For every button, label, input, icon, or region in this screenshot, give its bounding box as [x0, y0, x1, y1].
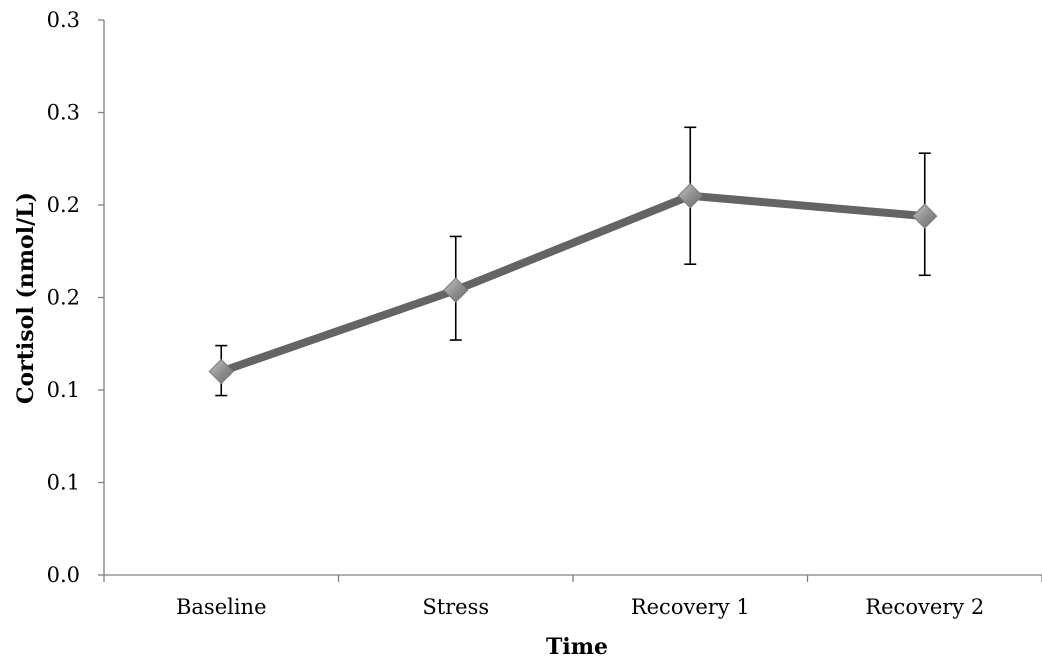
data-point-marker	[677, 183, 703, 209]
y-tick-label: 0.2	[47, 286, 80, 310]
y-tick-label: 0.2	[47, 193, 80, 217]
series-layer	[208, 126, 938, 397]
y-axis: 0.0 0.1 0.1 0.2 0.2 0.3 0.3	[47, 8, 105, 587]
y-tick-label: 0.3	[47, 101, 80, 125]
data-point-marker	[912, 203, 938, 229]
y-tick-label: 0.1	[47, 471, 80, 495]
y-axis-title: Cortisol (nmol/L)	[13, 192, 39, 404]
data-point-marker	[208, 358, 234, 385]
x-tick-label: Baseline	[176, 595, 267, 619]
y-tick-label: 0.3	[47, 8, 80, 32]
x-tick-label: Recovery 2	[865, 595, 984, 619]
x-axis: Baseline Stress Recovery 1 Recovery 2	[103, 574, 1042, 619]
y-tick-label: 0.0	[47, 563, 80, 587]
x-axis-title: Time	[546, 634, 608, 659]
y-tick-label: 0.1	[47, 378, 80, 402]
data-point-marker	[443, 277, 469, 303]
x-tick-label: Recovery 1	[631, 595, 750, 619]
x-tick-label: Stress	[422, 595, 489, 619]
series-line	[217, 191, 929, 376]
